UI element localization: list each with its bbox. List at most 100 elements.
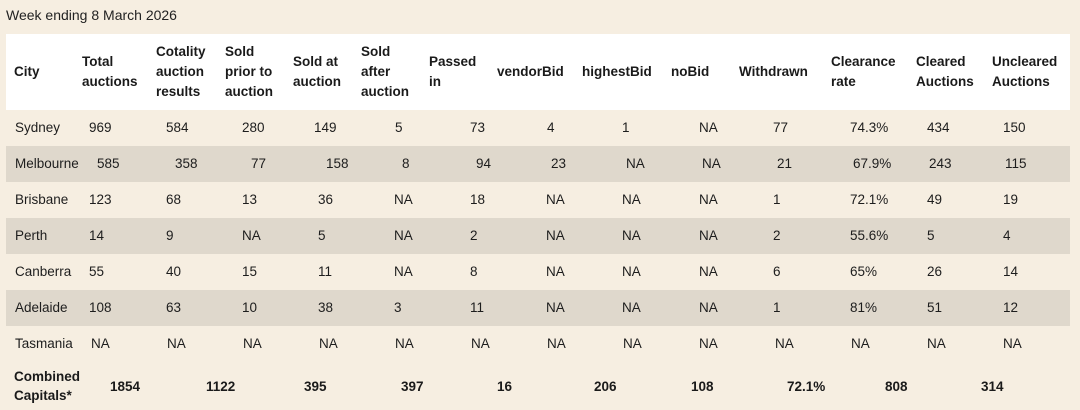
cell-cotality-results: NA	[167, 336, 186, 351]
cell-sold-prior: 15	[242, 264, 258, 279]
cell-sold-prior: 10	[242, 300, 258, 315]
header-sold-prior: Sold prior to auction	[225, 44, 274, 99]
cell-cleared-auctions: 243	[929, 156, 952, 171]
cell-sold-prior: 77	[251, 156, 267, 171]
cell-nobid: NA	[699, 120, 718, 135]
cell-sold-after-auction: 8	[402, 156, 410, 171]
footer-passed-in: 206	[594, 378, 617, 394]
cell-passed-in: 11	[470, 300, 485, 315]
footer-withdrawn: 108	[691, 378, 714, 394]
cell-cleared-auctions: 26	[927, 264, 943, 279]
cell-sold-at-auction: 158	[326, 156, 349, 171]
cell-passed-in: 73	[470, 120, 486, 135]
cell-sold-after-auction: 3	[394, 300, 402, 315]
table-row: Adelaide 108 63 10 38 3 11 NA NA NA 1 81…	[6, 290, 1070, 326]
header-cotality-auction-results: Cotality auction results	[156, 44, 206, 99]
cell-withdrawn: 21	[777, 156, 793, 171]
cell-vendorbid: NA	[546, 264, 565, 279]
cell-uncleared-auctions: 14	[1003, 264, 1019, 279]
cell-vendorbid: NA	[546, 192, 565, 207]
cell-sold-prior: 280	[242, 120, 265, 135]
cell-total-auctions: 969	[89, 120, 112, 135]
cell-total-auctions: 55	[89, 264, 105, 279]
cell-sold-at-auction: 149	[314, 120, 337, 135]
cell-cleared-auctions: NA	[927, 336, 946, 351]
footer-uncleared-auctions: 314	[981, 378, 1004, 394]
table-footer-row: Combined Capitals* 1854 1122 395 397 16 …	[6, 362, 1070, 410]
cell-sold-after-auction: NA	[394, 228, 413, 243]
cell-sold-at-auction: NA	[319, 336, 338, 351]
cell-cotality-results: 358	[175, 156, 198, 171]
footer-sold-prior: 395	[304, 378, 327, 394]
cell-clearance-rate: 67.9%	[853, 156, 892, 171]
cell-clearance-rate: NA	[851, 336, 870, 351]
footer-cleared-auctions: 808	[885, 378, 908, 394]
cell-highestbid: 1	[622, 120, 630, 135]
cell-highestbid: NA	[626, 156, 645, 171]
cell-withdrawn: NA	[775, 336, 794, 351]
footer-total-auctions: 1854	[110, 378, 141, 394]
header-vendorbid: vendorBid	[497, 64, 564, 79]
header-highestbid: highestBid	[582, 64, 652, 79]
cell-withdrawn: 6	[773, 264, 781, 279]
header-clearance-rate: Clearance rate	[831, 54, 896, 89]
cell-withdrawn: 1	[773, 192, 781, 207]
cell-clearance-rate: 65%	[850, 264, 878, 279]
cell-clearance-rate: 74.3%	[850, 120, 889, 135]
cell-uncleared-auctions: 4	[1003, 228, 1011, 243]
cell-cleared-auctions: 51	[927, 300, 943, 315]
footer-sold-at-auction: 397	[401, 378, 424, 394]
header-withdrawn: Withdrawn	[739, 64, 808, 79]
cell-vendorbid: 4	[547, 120, 555, 135]
cell-cotality-results: 9	[166, 228, 174, 243]
cell-city: Canberra	[15, 264, 72, 279]
table-row: Perth 14 9 NA 5 NA 2 NA NA NA 2 55.6% 5 …	[6, 218, 1070, 254]
table-header: City Total auctions Cotality auction res…	[6, 34, 1070, 110]
cell-highestbid: NA	[622, 192, 641, 207]
cell-highestbid: NA	[622, 264, 641, 279]
cell-nobid: NA	[702, 156, 721, 171]
cell-highestbid: NA	[622, 228, 641, 243]
cell-sold-at-auction: 36	[318, 192, 334, 207]
header-city: City	[14, 64, 40, 79]
cell-city: Brisbane	[15, 192, 69, 207]
cell-passed-in: 18	[470, 192, 486, 207]
header-passed-in: Passed in	[429, 54, 477, 89]
cell-withdrawn: 2	[773, 228, 781, 243]
header-cleared-auctions: Cleared Auctions	[916, 54, 974, 89]
cell-cleared-auctions: 49	[927, 192, 943, 207]
cell-vendorbid: NA	[546, 300, 565, 315]
footer-sold-after-auction: 16	[497, 378, 513, 394]
cell-withdrawn: 1	[773, 300, 781, 315]
header-sold-after-auction: Sold after auction	[361, 44, 410, 99]
cell-vendorbid: 23	[551, 156, 567, 171]
footer-clearance-rate: 72.1%	[787, 378, 826, 394]
cell-city: Perth	[15, 228, 48, 243]
cell-sold-after-auction: NA	[394, 192, 413, 207]
cell-cotality-results: 68	[166, 192, 182, 207]
cell-nobid: NA	[699, 336, 718, 351]
table-row: Brisbane 123 68 13 36 NA 18 NA NA NA 1 7…	[6, 182, 1070, 218]
table-row: Melbourne 585 358 77 158 8 94 23 NA NA 2…	[6, 146, 1070, 182]
cell-uncleared-auctions: 115	[1005, 156, 1027, 171]
cell-city: Melbourne	[15, 156, 79, 171]
cell-uncleared-auctions: 150	[1003, 120, 1026, 135]
cell-uncleared-auctions: 12	[1003, 300, 1019, 315]
cell-passed-in: 8	[470, 264, 478, 279]
cell-city: Tasmania	[15, 336, 73, 351]
cell-highestbid: NA	[623, 336, 642, 351]
cell-withdrawn: 77	[773, 120, 789, 135]
cell-sold-at-auction: 38	[318, 300, 334, 315]
cell-passed-in: 94	[476, 156, 492, 171]
cell-nobid: NA	[699, 228, 718, 243]
table-row: Canberra 55 40 15 11 NA 8 NA NA NA 6 65%…	[6, 254, 1070, 290]
cell-passed-in: 2	[470, 228, 478, 243]
footer-label: Combined Capitals*	[14, 369, 80, 403]
table-row: Sydney 969 584 280 149 5 73 4 1 NA 77 74…	[6, 110, 1070, 146]
cell-nobid: NA	[699, 300, 718, 315]
cell-vendorbid: NA	[546, 228, 565, 243]
cell-highestbid: NA	[622, 300, 641, 315]
cell-sold-after-auction: NA	[394, 264, 413, 279]
cell-cotality-results: 584	[166, 120, 189, 135]
cell-sold-prior: 13	[242, 192, 258, 207]
